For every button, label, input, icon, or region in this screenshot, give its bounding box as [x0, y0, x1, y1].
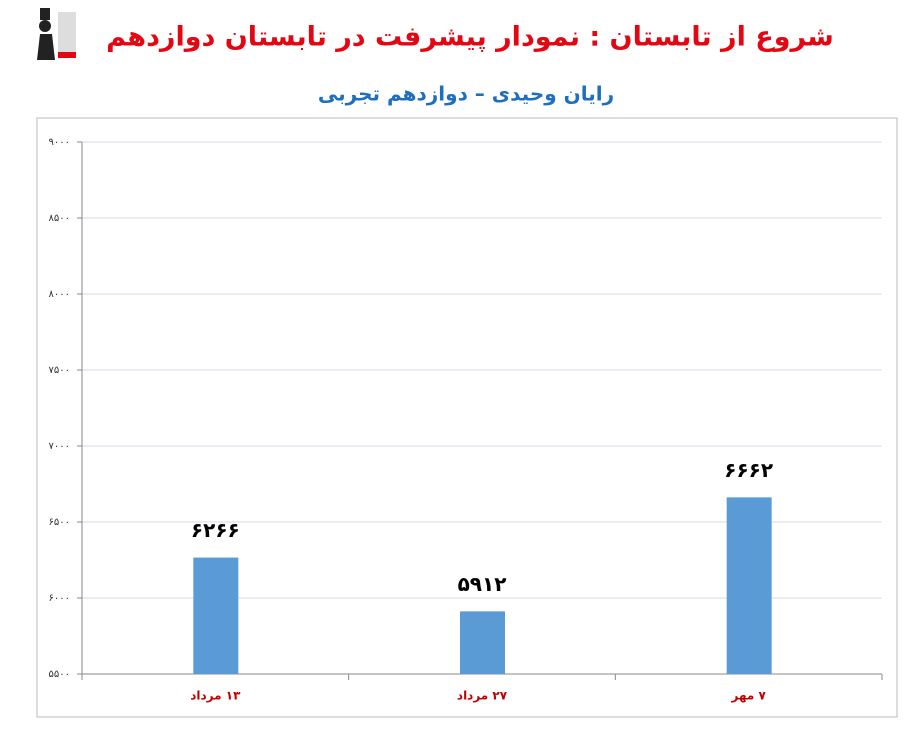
y-tick-label: ۶۰۰۰: [49, 593, 70, 604]
value-label: ۶۶۶۲: [724, 458, 773, 482]
bar: [726, 497, 772, 674]
x-tick-label: ۷ مهر: [731, 689, 767, 703]
y-tick-label: ۸۰۰۰: [49, 289, 70, 300]
value-label: ۵۹۱۲: [458, 572, 507, 596]
y-tick-label: ۸۵۰۰: [49, 213, 70, 224]
chart-frame: [36, 117, 898, 718]
x-tick-label: ۲۷ مرداد: [457, 689, 508, 703]
y-tick-label: ۹۰۰۰: [49, 137, 70, 148]
y-tick-label: ۵۵۰۰: [49, 669, 70, 680]
value-label: ۶۲۶۶: [191, 518, 240, 542]
y-tick-label: ۶۵۰۰: [49, 517, 70, 528]
y-tick-label: ۷۰۰۰: [49, 441, 70, 452]
chart-subtitle: رایان وحیدی – دوازدهم تجربی: [318, 82, 614, 106]
chart-title: شروع از تابستان : نمودار پیشرفت در تابست…: [106, 22, 834, 53]
y-tick-label: ۷۵۰۰: [49, 365, 70, 376]
bar: [460, 611, 505, 674]
bar: [193, 557, 239, 674]
logo: [37, 8, 76, 60]
x-tick-label: ۱۳ مرداد: [190, 689, 241, 703]
